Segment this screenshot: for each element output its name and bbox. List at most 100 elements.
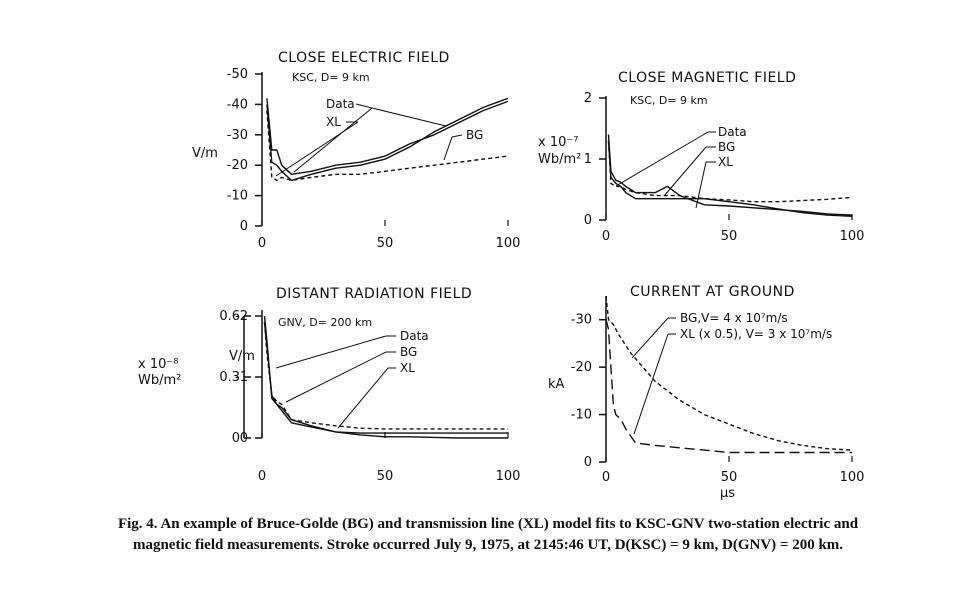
y-tick-label: -20 <box>571 360 592 375</box>
panel1-leader-data-2 <box>371 107 447 127</box>
y-tick-label: -30 <box>227 128 248 143</box>
panel2-ylabel-line2: Wb/m² <box>538 152 581 167</box>
panel1-ylabel: V/m <box>192 146 218 161</box>
panel3-subtitle: GNV, D= 200 km <box>278 316 372 329</box>
panel3-leader-data-2 <box>275 335 387 369</box>
panel-current-at-ground: CURRENT AT GROUND kA 0 -10 -20 -30 0 50 100 BG… <box>548 284 864 501</box>
panel3-ylabel: V/m <box>229 349 255 364</box>
panel-close-electric-field: CLOSE ELECTRIC FIELD KSC, D= 9 km V/m 0 -… <box>192 50 520 251</box>
figure-panels: CLOSE ELECTRIC FIELD KSC, D= 9 km V/m 0 -… <box>138 50 864 501</box>
x-tick-label: 0 <box>258 469 266 484</box>
y-tick-label: 0 <box>584 455 592 470</box>
panel3-label-data: Data <box>400 329 429 343</box>
y-tick-label: 0 <box>240 431 248 446</box>
panel3-leaders <box>275 335 396 429</box>
x-tick-label: 100 <box>840 470 865 485</box>
y-tick-label: -30 <box>571 313 592 328</box>
panel2-leaders <box>615 131 716 209</box>
y2-tick-label: 0.6 <box>219 309 240 324</box>
x-tick-label: 0 <box>602 470 610 485</box>
series-line-2 <box>263 322 508 434</box>
x-tick-label: 50 <box>721 229 738 244</box>
y-tick-label: -2 <box>235 309 248 324</box>
panel1-label-bg: BG <box>466 128 483 142</box>
panel2-series <box>607 134 853 217</box>
y-tick-label: -10 <box>571 408 592 423</box>
panel2-leader-data-2 <box>615 131 709 187</box>
panel4-title: CURRENT AT GROUND <box>630 284 795 300</box>
panel3-label-bg: BG <box>400 345 417 359</box>
panel2-label-data: Data <box>718 125 747 139</box>
panel3-ticks: 0 -1 -2 0 0.3 0.6 0 50 100 <box>219 309 520 484</box>
panel1-leader-bg-1 <box>451 134 463 138</box>
panel4-leaders <box>631 317 676 435</box>
series-line-0 <box>266 98 509 176</box>
panel2-subtitle: KSC, D= 9 km <box>630 94 708 107</box>
panel2-ylabel-line1: x 10⁻⁷ <box>538 135 578 150</box>
panel2-title: CLOSE MAGNETIC FIELD <box>618 70 796 86</box>
figure-caption: Fig. 4. An example of Bruce-Golde (BG) a… <box>0 514 976 556</box>
y-tick-label: -1 <box>235 370 248 385</box>
y2-tick-label: 0.3 <box>219 370 240 385</box>
series-line-1 <box>605 319 852 454</box>
panel2-leader-xl-2 <box>695 161 707 209</box>
x-tick-label: 50 <box>721 470 738 485</box>
x-tick-label: 100 <box>496 236 521 251</box>
panel3-leader-xl-2 <box>337 367 389 429</box>
panel3-series <box>263 315 508 439</box>
x-tick-label: 0 <box>602 229 610 244</box>
panel1-series <box>266 97 509 182</box>
y-tick-label: -50 <box>227 67 248 82</box>
series-line-1 <box>607 140 853 203</box>
panel4-xlabel: μs <box>720 486 735 501</box>
y-tick-label: 2 <box>584 91 592 106</box>
panel1-label-xl: XL <box>326 115 341 129</box>
y-tick-label: 0 <box>584 213 592 228</box>
series-line-0 <box>263 315 508 439</box>
panel3-title: DISTANT RADIATION FIELD <box>276 286 472 302</box>
y-tick-label: -40 <box>227 97 248 112</box>
caption-line-2: magnetic field measurements. Stroke occu… <box>132 537 844 553</box>
series-line-2 <box>607 140 853 217</box>
panel1-subtitle: KSC, D= 9 km <box>292 71 370 84</box>
panel1-label-data: Data <box>326 97 355 111</box>
panel2-label-xl: XL <box>718 155 733 169</box>
panel4-leader-bg-2 <box>631 317 669 359</box>
panel3-ylabel2-line1: x 10⁻⁸ <box>138 357 178 372</box>
panel3-ylabel2-line2: Wb/m² <box>138 373 181 388</box>
y-tick-label: -20 <box>227 158 248 173</box>
y2-tick-label: 0 <box>232 431 240 446</box>
panel4-ticks: 0 -10 -20 -30 0 50 100 <box>571 313 865 485</box>
panel1-leaders <box>275 103 463 177</box>
panel4-series <box>605 295 853 454</box>
x-tick-label: 50 <box>377 236 394 251</box>
panel2-label-bg: BG <box>718 140 735 154</box>
x-tick-label: 50 <box>377 469 394 484</box>
y-tick-label: 1 <box>584 152 592 167</box>
x-tick-label: 100 <box>496 469 521 484</box>
panel1-title: CLOSE ELECTRIC FIELD <box>278 50 450 66</box>
panel1-leader-data-1 <box>355 103 373 109</box>
panel2-leader-bg-2 <box>663 146 707 197</box>
panel-distant-radiation-field: DISTANT RADIATION FIELD GNV, D= 200 km V… <box>138 286 520 484</box>
x-tick-label: 100 <box>840 229 865 244</box>
panel1-leader-bg-2 <box>443 136 453 161</box>
y-tick-label: -10 <box>227 189 248 204</box>
caption-line-1: Fig. 4. An example of Bruce-Golde (BG) a… <box>117 516 859 532</box>
series-line-2 <box>266 110 509 182</box>
panel1-leader-data-3 <box>293 107 373 173</box>
panel3-leader-bg-2 <box>285 351 387 403</box>
panel1-ticks: 0 -10 -20 -30 -40 -50 0 50 100 <box>227 67 521 251</box>
series-line-1 <box>266 97 509 182</box>
panel4-ylabel: kA <box>548 377 565 392</box>
panel2-ticks: 0 1 2 0 50 100 <box>584 91 865 244</box>
y-tick-label: 0 <box>240 219 248 234</box>
panel-close-magnetic-field: CLOSE MAGNETIC FIELD KSC, D= 9 km x 10⁻⁷… <box>538 70 864 244</box>
panel4-label-bg: BG,V= 4 x 10⁷m/s <box>680 311 788 325</box>
series-line-1 <box>263 322 508 430</box>
panel4-leader-xl-2 <box>633 333 669 435</box>
panel4-label-xl: XL (x 0.5), V= 3 x 10⁷m/s <box>680 327 832 341</box>
panel1-leader-xl-2 <box>275 121 359 177</box>
x-tick-label: 0 <box>258 236 266 251</box>
panel3-label-xl: XL <box>400 361 415 375</box>
